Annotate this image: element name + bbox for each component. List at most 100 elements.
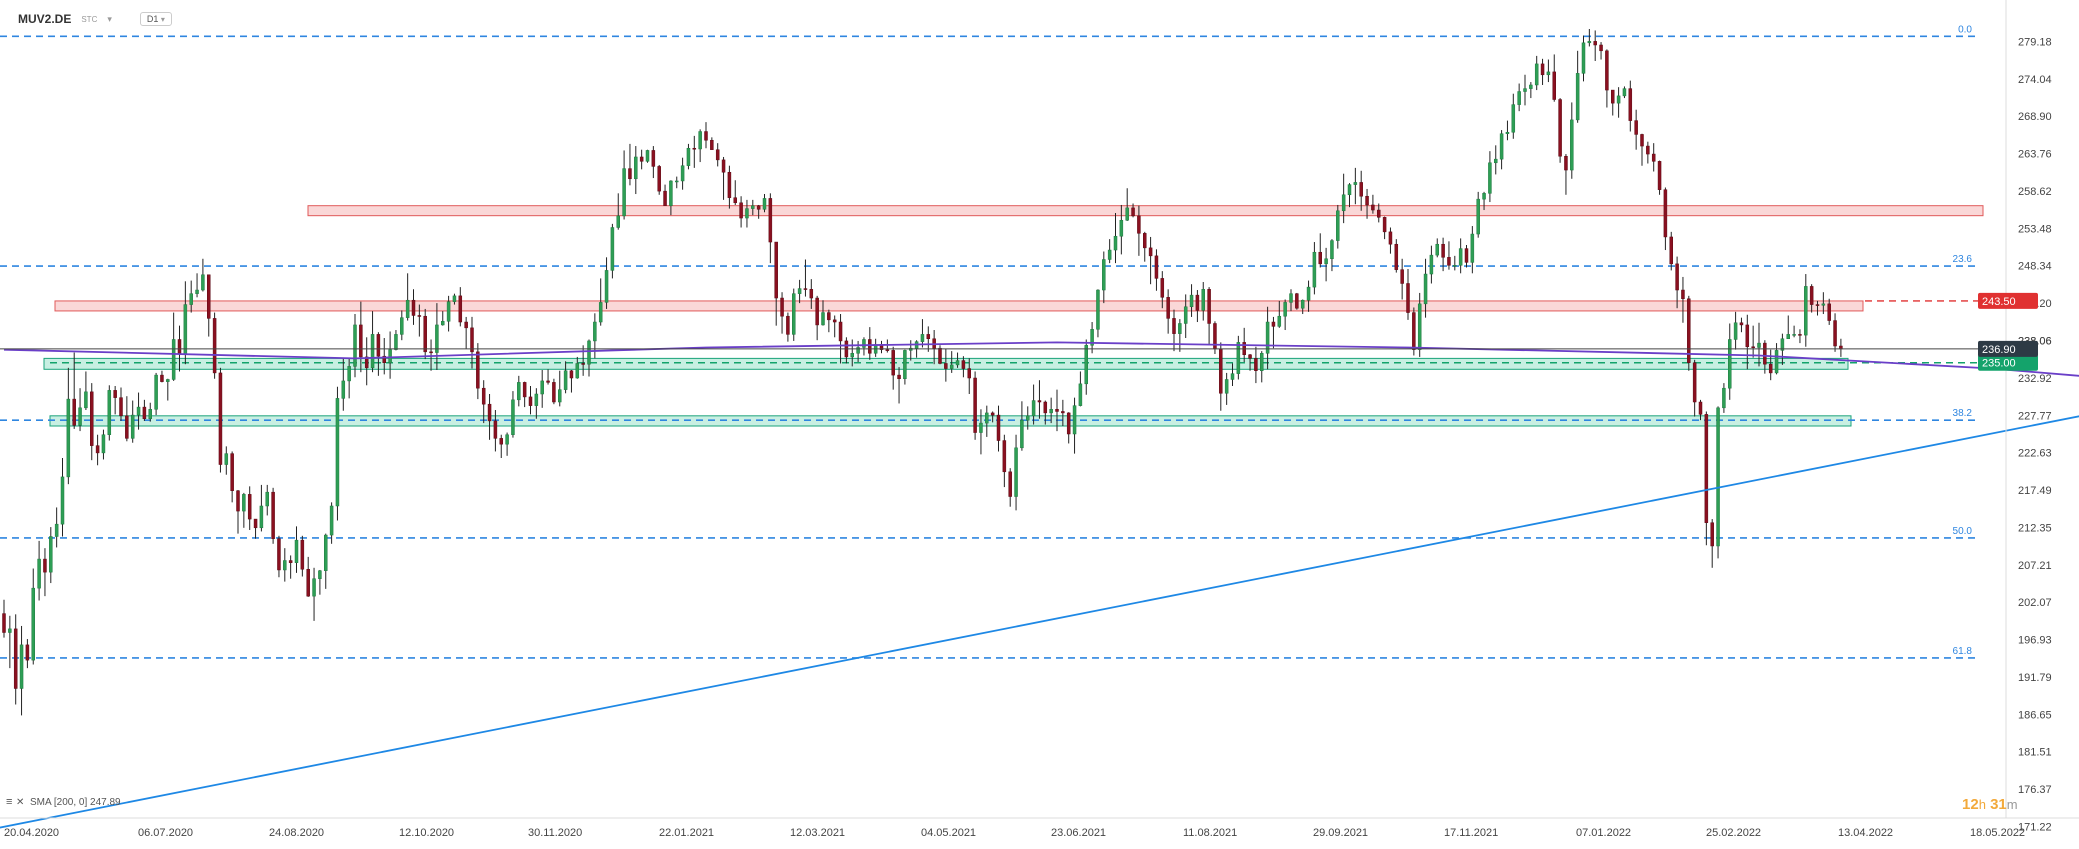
candle [1371, 204, 1375, 211]
candle [1406, 283, 1410, 313]
candle [1453, 265, 1457, 267]
candle [271, 491, 275, 539]
candle [739, 202, 743, 219]
candle [224, 453, 229, 465]
candle [177, 339, 182, 355]
fibonacci-label: 61.8 [1953, 646, 1973, 657]
trendline[interactable] [0, 28, 2079, 844]
candle [324, 534, 328, 571]
chevron-down-icon[interactable]: ▾ [107, 13, 112, 24]
candle [522, 382, 527, 398]
close-icon[interactable]: ✕ [16, 797, 24, 808]
candle [166, 379, 170, 382]
candle [528, 396, 533, 406]
candle [1599, 44, 1603, 52]
candle [1160, 278, 1165, 298]
candle [8, 628, 12, 633]
fibonacci-label: 50.0 [1953, 526, 1973, 537]
candle [1183, 306, 1188, 324]
candle [1020, 419, 1024, 449]
price-level-badge-label: 243.50 [1982, 296, 2016, 308]
y-tick-label: 263.76 [2018, 149, 2052, 161]
x-tick-label: 18.05.2022 [1970, 827, 2025, 839]
candle [25, 644, 30, 661]
candle [1207, 289, 1211, 324]
candle [1078, 383, 1083, 406]
candle [1388, 231, 1393, 245]
candle [1435, 243, 1439, 256]
candle [821, 312, 825, 326]
candle [786, 315, 790, 335]
candle [797, 288, 802, 294]
candle [1341, 194, 1346, 212]
candle [1429, 254, 1434, 275]
candle [1470, 233, 1475, 263]
candle [142, 406, 147, 419]
candle [809, 289, 814, 299]
candle [300, 539, 305, 570]
candle [1031, 400, 1036, 417]
y-tick-label: 253.48 [2018, 223, 2052, 235]
y-tick-label: 186.65 [2018, 709, 2052, 721]
indicator-settings-icon[interactable]: ≡ [6, 796, 12, 808]
y-tick-label: 196.93 [2018, 635, 2052, 647]
y-tick-label: 232.92 [2018, 373, 2052, 385]
candle [1096, 289, 1100, 330]
candle [259, 505, 264, 529]
symbol-label[interactable]: MUV2.DE [18, 12, 72, 26]
candle [780, 297, 784, 317]
timer-hours-unit: h [1978, 797, 1986, 812]
candle [154, 374, 158, 410]
candle [493, 420, 498, 439]
candle [1072, 405, 1077, 435]
candle [253, 518, 258, 529]
candle [1002, 440, 1007, 473]
candle [692, 147, 697, 150]
candle [1798, 334, 1802, 336]
timeframe-select[interactable]: D1 ▾ [139, 12, 172, 26]
candle [1219, 348, 1223, 394]
chevron-down-icon: ▾ [160, 15, 165, 24]
candle [1804, 286, 1808, 336]
candle [411, 299, 416, 316]
candle [856, 347, 860, 354]
candle [481, 387, 486, 405]
candle [552, 382, 556, 403]
x-tick-label: 04.05.2021 [921, 827, 976, 839]
candle [1628, 88, 1633, 121]
candle [903, 350, 907, 379]
candle [1575, 73, 1580, 121]
fibonacci-label: 23.6 [1953, 254, 1973, 265]
sma-line[interactable] [3, 268, 2079, 445]
candle [610, 227, 615, 271]
candle [1587, 41, 1592, 44]
candle [885, 349, 890, 351]
candle [1049, 409, 1053, 414]
candle [1511, 104, 1516, 133]
y-tick-label: 207.21 [2018, 560, 2052, 572]
x-tick-label: 22.01.2021 [659, 827, 714, 839]
candle [1412, 312, 1416, 350]
candle [1417, 303, 1422, 350]
candle [1195, 294, 1200, 311]
candle [1564, 155, 1568, 171]
candle [622, 168, 626, 217]
candle [1517, 91, 1521, 105]
candle [364, 356, 369, 369]
candle [1593, 41, 1597, 46]
candle [195, 289, 199, 294]
candle [101, 434, 106, 454]
candle [704, 131, 708, 141]
y-tick-label: 279.18 [2018, 37, 2052, 49]
candle [1523, 88, 1527, 92]
candle [189, 293, 193, 305]
candle [2, 613, 6, 633]
candle [1751, 346, 1755, 348]
resistance-zone[interactable] [307, 205, 1984, 217]
candle [1675, 263, 1679, 291]
candle [639, 156, 644, 162]
candle [72, 398, 76, 426]
resistance-zone[interactable] [54, 300, 1864, 312]
